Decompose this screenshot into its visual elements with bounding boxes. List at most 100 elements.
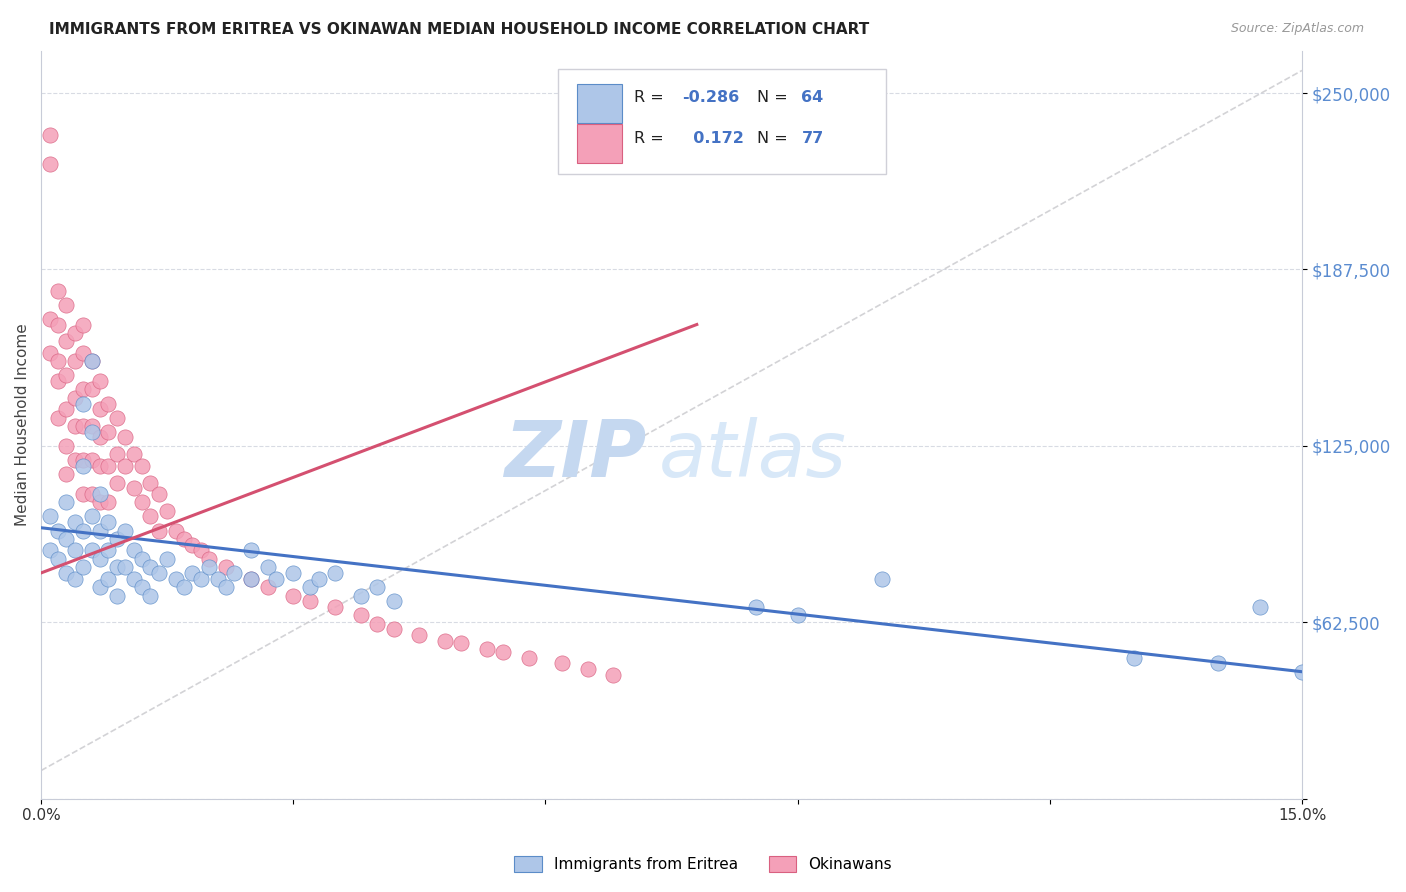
- Point: [89, 524, 111, 538]
- Point: [89, 580, 111, 594]
- Point: [105, 560, 128, 574]
- Point: [114, 458, 136, 473]
- Point: [105, 410, 128, 425]
- Point: [266, 572, 288, 586]
- Legend: Immigrants from Eritrea, Okinawans: Immigrants from Eritrea, Okinawans: [506, 848, 900, 880]
- FancyBboxPatch shape: [576, 85, 623, 123]
- Point: [1291, 665, 1313, 679]
- Point: [89, 487, 111, 501]
- Point: [55, 566, 77, 580]
- Point: [72, 318, 94, 332]
- Point: [198, 560, 221, 574]
- Point: [240, 572, 263, 586]
- Text: 77: 77: [801, 131, 824, 146]
- Point: [63, 354, 86, 368]
- Point: [173, 580, 195, 594]
- Point: [72, 524, 94, 538]
- Point: [1249, 599, 1271, 614]
- Point: [139, 589, 162, 603]
- Point: [63, 326, 86, 340]
- Point: [105, 447, 128, 461]
- FancyBboxPatch shape: [576, 124, 623, 163]
- Point: [63, 572, 86, 586]
- Point: [366, 616, 388, 631]
- Point: [870, 572, 893, 586]
- Point: [156, 551, 179, 566]
- Point: [55, 439, 77, 453]
- Point: [224, 566, 246, 580]
- Point: [38, 156, 60, 170]
- Point: [55, 334, 77, 349]
- Point: [1206, 657, 1229, 671]
- Point: [55, 532, 77, 546]
- Point: [38, 543, 60, 558]
- Point: [450, 636, 472, 650]
- Point: [80, 354, 103, 368]
- Text: R =: R =: [634, 131, 669, 146]
- Point: [744, 599, 766, 614]
- Text: ZIP: ZIP: [505, 417, 647, 492]
- Text: Source: ZipAtlas.com: Source: ZipAtlas.com: [1230, 22, 1364, 36]
- Point: [492, 645, 515, 659]
- Point: [55, 495, 77, 509]
- Point: [349, 589, 371, 603]
- Point: [80, 487, 103, 501]
- Point: [89, 402, 111, 417]
- Point: [139, 509, 162, 524]
- Point: [475, 642, 498, 657]
- Point: [63, 453, 86, 467]
- Point: [72, 419, 94, 434]
- Point: [190, 572, 212, 586]
- Point: [72, 383, 94, 397]
- Text: N =: N =: [758, 131, 793, 146]
- Point: [131, 495, 153, 509]
- Point: [72, 487, 94, 501]
- Point: [240, 543, 263, 558]
- Point: [97, 572, 120, 586]
- Point: [122, 481, 145, 495]
- Point: [551, 657, 574, 671]
- Point: [105, 532, 128, 546]
- Point: [148, 524, 170, 538]
- Point: [80, 425, 103, 439]
- Point: [89, 430, 111, 444]
- Point: [114, 560, 136, 574]
- Point: [408, 628, 430, 642]
- Point: [215, 580, 238, 594]
- Point: [283, 589, 305, 603]
- Point: [46, 410, 69, 425]
- Point: [308, 572, 330, 586]
- Text: 0.172: 0.172: [682, 131, 744, 146]
- Point: [80, 383, 103, 397]
- Point: [114, 524, 136, 538]
- Point: [122, 447, 145, 461]
- Point: [114, 430, 136, 444]
- Point: [97, 543, 120, 558]
- Point: [46, 374, 69, 388]
- Point: [517, 650, 540, 665]
- Point: [122, 543, 145, 558]
- Point: [190, 543, 212, 558]
- Point: [72, 458, 94, 473]
- Point: [38, 509, 60, 524]
- Point: [207, 572, 229, 586]
- Point: [97, 425, 120, 439]
- Point: [97, 495, 120, 509]
- Point: [63, 391, 86, 405]
- Point: [38, 311, 60, 326]
- Point: [46, 284, 69, 298]
- Point: [80, 509, 103, 524]
- Point: [89, 374, 111, 388]
- Point: [602, 667, 624, 681]
- Point: [382, 623, 405, 637]
- Point: [323, 566, 346, 580]
- Point: [55, 402, 77, 417]
- Point: [63, 419, 86, 434]
- Point: [97, 515, 120, 529]
- Point: [576, 662, 599, 676]
- Point: [299, 594, 322, 608]
- Point: [97, 458, 120, 473]
- Point: [148, 487, 170, 501]
- Point: [97, 396, 120, 410]
- Text: -0.286: -0.286: [682, 90, 740, 105]
